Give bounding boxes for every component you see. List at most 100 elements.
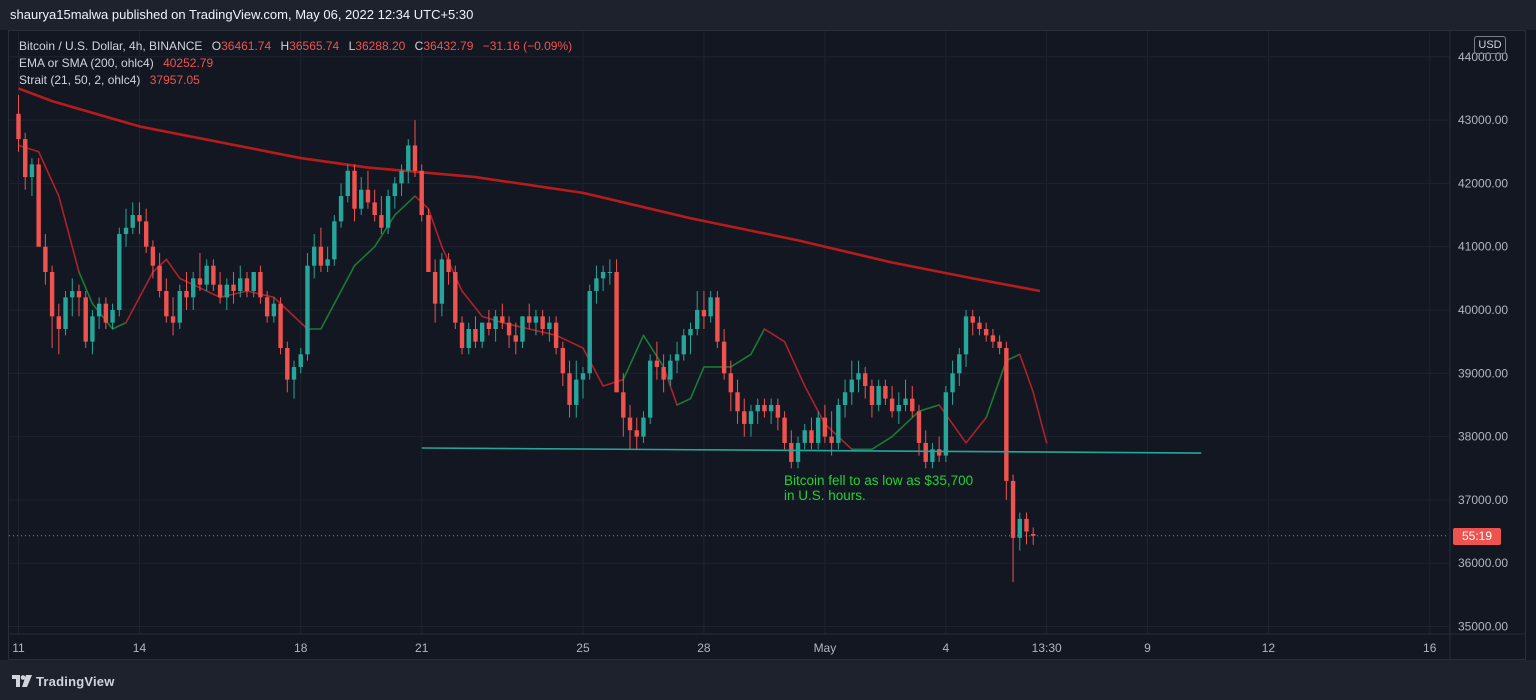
candle-body[interactable] bbox=[936, 449, 942, 456]
candle-body[interactable] bbox=[768, 404, 774, 412]
candle-body[interactable] bbox=[647, 360, 653, 418]
candle-body[interactable] bbox=[963, 316, 969, 355]
candle-body[interactable] bbox=[721, 341, 727, 374]
candle-body[interactable] bbox=[789, 442, 794, 462]
candle-body[interactable] bbox=[500, 316, 505, 323]
candle-body[interactable] bbox=[735, 392, 740, 412]
candle-body[interactable] bbox=[217, 284, 223, 298]
candle-body[interactable] bbox=[224, 284, 230, 298]
candle-body[interactable] bbox=[748, 411, 754, 424]
candle-body[interactable] bbox=[365, 189, 371, 203]
candle-body[interactable] bbox=[802, 430, 807, 443]
candle-body[interactable] bbox=[164, 291, 169, 317]
candle-body[interactable] bbox=[345, 170, 350, 197]
candle-body[interactable] bbox=[547, 322, 552, 329]
candle-body[interactable] bbox=[204, 265, 209, 285]
currency-badge[interactable]: USD bbox=[1474, 36, 1506, 54]
candle-body[interactable] bbox=[453, 272, 458, 323]
candle-body[interactable] bbox=[621, 392, 626, 418]
candle-body[interactable] bbox=[627, 417, 633, 431]
candle-body[interactable] bbox=[1024, 518, 1029, 532]
legend-symbol[interactable]: Bitcoin / U.S. Dollar, 4h, BINANCE bbox=[19, 39, 203, 53]
candle-body[interactable] bbox=[318, 246, 324, 266]
candle-body[interactable] bbox=[23, 139, 28, 178]
candle-body[interactable] bbox=[150, 246, 156, 266]
candle-body[interactable] bbox=[36, 164, 41, 247]
candle-body[interactable] bbox=[406, 145, 411, 171]
candle-body[interactable] bbox=[338, 196, 344, 222]
candle-body[interactable] bbox=[742, 411, 747, 424]
candle-body[interactable] bbox=[883, 385, 888, 399]
candle-body[interactable] bbox=[29, 164, 35, 178]
candle-body[interactable] bbox=[809, 430, 814, 443]
candle-body[interactable] bbox=[869, 385, 875, 405]
candle-body[interactable] bbox=[197, 278, 203, 285]
candle-body[interactable] bbox=[123, 227, 129, 235]
legend-indicator-ma[interactable]: EMA or SMA (200, ohlc4) 40252.79 bbox=[19, 55, 572, 72]
candle-body[interactable] bbox=[594, 278, 599, 292]
candle-body[interactable] bbox=[520, 316, 525, 342]
candle-body[interactable] bbox=[352, 170, 357, 209]
candle-body[interactable] bbox=[782, 417, 787, 443]
candle-body[interactable] bbox=[708, 297, 713, 317]
candle-body[interactable] bbox=[567, 373, 572, 405]
candle-body[interactable] bbox=[822, 417, 828, 437]
candle-body[interactable] bbox=[950, 373, 955, 393]
candle-body[interactable] bbox=[76, 291, 82, 298]
candle-body[interactable] bbox=[715, 297, 720, 342]
candle-body[interactable] bbox=[291, 366, 297, 380]
candle-body[interactable] bbox=[473, 328, 478, 342]
candle-body[interactable] bbox=[432, 272, 438, 304]
candle-body[interactable] bbox=[553, 322, 559, 348]
candle-body[interactable] bbox=[654, 360, 660, 367]
candle-body[interactable] bbox=[56, 316, 62, 329]
candle-body[interactable] bbox=[587, 291, 592, 374]
legend-indicator-strait[interactable]: Strait (21, 50, 2, ohlc4) 37957.05 bbox=[19, 72, 572, 89]
candle-body[interactable] bbox=[170, 316, 176, 323]
candle-body[interactable] bbox=[16, 113, 21, 140]
candle-body[interactable] bbox=[49, 272, 55, 317]
candle-body[interactable] bbox=[137, 215, 142, 222]
candle-body[interactable] bbox=[1031, 533, 1036, 536]
candle-body[interactable] bbox=[110, 310, 115, 323]
candle-body[interactable] bbox=[90, 316, 95, 342]
candle-body[interactable] bbox=[184, 291, 189, 298]
candle-body[interactable] bbox=[459, 322, 465, 348]
candle-body[interactable] bbox=[668, 360, 673, 380]
candle-body[interactable] bbox=[251, 272, 256, 292]
candle-body[interactable] bbox=[1017, 518, 1022, 538]
candle-body[interactable] bbox=[829, 436, 834, 443]
candle-body[interactable] bbox=[392, 183, 398, 197]
candle-body[interactable] bbox=[762, 404, 767, 412]
candle-body[interactable] bbox=[385, 196, 391, 228]
candle-body[interactable] bbox=[359, 189, 364, 209]
candle-body[interactable] bbox=[271, 303, 277, 317]
candle-body[interactable] bbox=[1004, 347, 1009, 481]
candle-body[interactable] bbox=[325, 259, 330, 266]
candle-body[interactable] bbox=[580, 373, 586, 380]
candle-body[interactable] bbox=[695, 310, 700, 329]
candle-body[interactable] bbox=[943, 392, 949, 456]
candle-body[interactable] bbox=[775, 404, 781, 418]
candle-body[interactable] bbox=[70, 291, 75, 298]
candle-body[interactable] bbox=[419, 170, 424, 216]
candle-body[interactable] bbox=[43, 246, 48, 273]
candle-body[interactable] bbox=[439, 259, 445, 304]
candle-body[interactable] bbox=[634, 430, 639, 437]
candle-body[interactable] bbox=[614, 272, 619, 393]
candle-body[interactable] bbox=[795, 442, 801, 462]
candle-body[interactable] bbox=[842, 392, 848, 405]
candle-body[interactable] bbox=[372, 202, 377, 216]
candle-body[interactable] bbox=[896, 404, 902, 412]
candle-body[interactable] bbox=[258, 272, 263, 298]
candle-body[interactable] bbox=[244, 278, 250, 292]
candle-body[interactable] bbox=[238, 278, 243, 292]
candle-body[interactable] bbox=[143, 221, 149, 247]
candle-body[interactable] bbox=[560, 347, 566, 374]
support-trendline[interactable] bbox=[421, 447, 1202, 454]
candle-body[interactable] bbox=[130, 215, 135, 228]
candle-body[interactable] bbox=[486, 322, 492, 329]
chart-frame[interactable] bbox=[8, 30, 1526, 660]
candle-body[interactable] bbox=[117, 234, 122, 310]
